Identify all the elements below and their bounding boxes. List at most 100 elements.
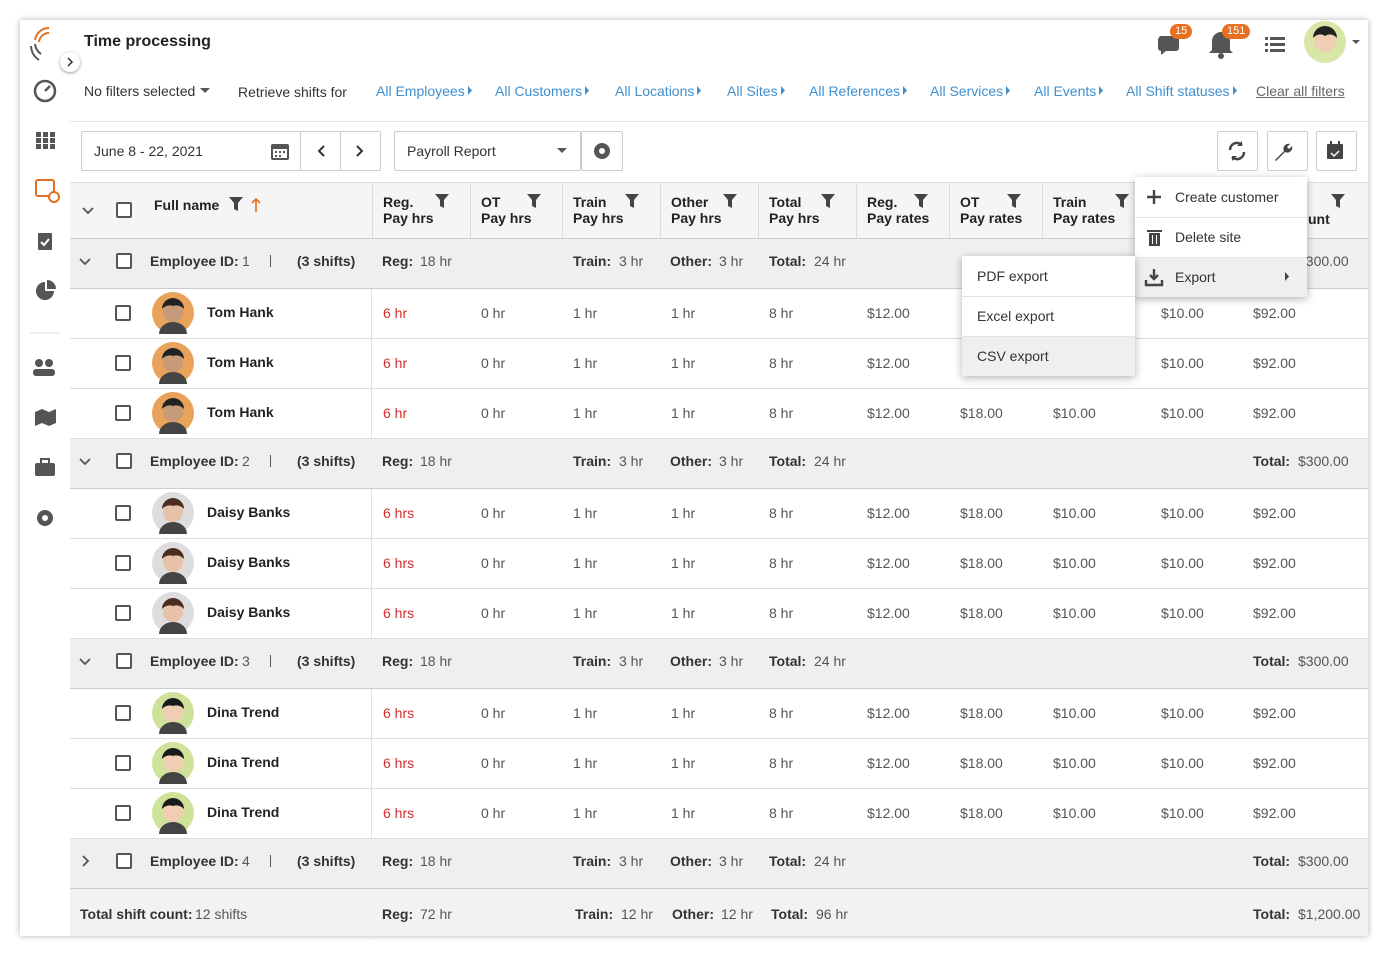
filter-link[interactable]: All Services	[930, 83, 1004, 99]
link-caret	[1006, 86, 1011, 95]
cell-value: 1 hr	[671, 505, 696, 521]
filter-link[interactable]: All Shift statuses	[1126, 83, 1230, 99]
cell-value: 8 hr	[769, 705, 794, 721]
report-select[interactable]	[394, 131, 581, 171]
column-header: Reg. Pay hrs	[383, 194, 434, 226]
checkbox[interactable]	[115, 755, 131, 771]
sidebar-toggle[interactable]	[60, 52, 80, 72]
summary-value: 72 hr	[420, 906, 452, 922]
separator	[270, 655, 271, 667]
table-footer	[70, 889, 1368, 936]
divider	[70, 121, 1368, 122]
checkbox[interactable]	[115, 305, 131, 321]
employee-name: Daisy Banks	[207, 604, 291, 620]
column-filter	[723, 194, 737, 208]
cell-value: $92.00	[1253, 555, 1296, 571]
column-filter	[914, 194, 928, 208]
submenu-item[interactable]: PDF export	[977, 268, 1048, 284]
group-id: 2	[242, 453, 250, 469]
collapse-toggle	[82, 207, 94, 215]
cell-value: 6 hrs	[383, 605, 415, 621]
filter-link[interactable]: All References	[809, 83, 901, 99]
submenu-item-hover[interactable]	[962, 337, 1135, 376]
submenu-item[interactable]: CSV export	[977, 348, 1049, 364]
total-value: $300.00	[1298, 853, 1349, 869]
cell-value: $10.00	[1161, 705, 1204, 721]
column-filter	[1007, 194, 1021, 208]
column-filter	[527, 194, 541, 208]
column-header: Other Pay hrs	[671, 194, 722, 226]
checkbox[interactable]	[115, 605, 131, 621]
cell-value: 0 hr	[481, 405, 506, 421]
submenu-item[interactable]: Excel export	[977, 308, 1055, 324]
cell-value: $12.00	[867, 755, 910, 771]
report-settings[interactable]	[581, 131, 623, 171]
cell-value: $10.00	[1161, 305, 1204, 321]
checkbox[interactable]	[116, 853, 132, 869]
cell-value: 1 hr	[671, 755, 696, 771]
summary-value: 18 hr	[420, 253, 452, 269]
filter-link[interactable]: All Events	[1034, 83, 1097, 99]
link-caret	[1232, 86, 1237, 95]
column-header: Train Pay rates	[1053, 194, 1116, 226]
avatar	[152, 392, 194, 434]
column-border	[1042, 182, 1043, 238]
filter-link[interactable]: All Employees	[376, 83, 465, 99]
checkbox[interactable]	[116, 653, 132, 669]
checkbox[interactable]	[116, 202, 132, 218]
column-filter	[1115, 194, 1129, 208]
cell-value: $10.00	[1053, 705, 1096, 721]
checkbox[interactable]	[115, 405, 131, 421]
cell-value: 6 hrs	[383, 805, 415, 821]
cell-value: 1 hr	[671, 305, 696, 321]
menu-item[interactable]: Create customer	[1175, 189, 1279, 205]
checkbox[interactable]	[115, 355, 131, 371]
filter-status[interactable]: No filters selected	[84, 83, 196, 99]
checkbox[interactable]	[115, 805, 131, 821]
summary-label: Other:	[670, 253, 712, 269]
next-button[interactable]	[340, 131, 381, 171]
date-picker[interactable]	[81, 131, 301, 171]
cell-value: 0 hr	[481, 505, 506, 521]
filter-link[interactable]: All Sites	[727, 83, 778, 99]
filter-link[interactable]: All Customers	[495, 83, 583, 99]
filter-link[interactable]: All Locations	[615, 83, 695, 99]
summary-label: Total:	[771, 906, 809, 922]
summary-label: Train:	[573, 253, 612, 269]
cell-value: $18.00	[960, 705, 1003, 721]
date-range: June 8 - 22, 2021	[94, 143, 203, 159]
row-divider	[70, 488, 1368, 489]
checkbox[interactable]	[115, 705, 131, 721]
checkbox[interactable]	[115, 505, 131, 521]
summary-label: Reg:	[382, 653, 414, 669]
clear-filters[interactable]: Clear all filters	[1256, 83, 1345, 99]
column-header: OT Pay hrs	[481, 194, 532, 226]
checkbox[interactable]	[116, 253, 132, 269]
cell-value: $12.00	[867, 405, 910, 421]
gear-icon	[594, 143, 610, 159]
cell-value: $12.00	[867, 305, 910, 321]
row-divider	[70, 388, 1368, 389]
cell-value: 6 hrs	[383, 705, 415, 721]
checkbox[interactable]	[115, 555, 131, 571]
summary-value: 96 hr	[816, 906, 848, 922]
menu-divider	[1135, 257, 1307, 258]
cell-value: $92.00	[1253, 405, 1296, 421]
menu-item[interactable]: Delete site	[1175, 229, 1242, 245]
cell-value: $12.00	[867, 805, 910, 821]
cell-value: 1 hr	[573, 755, 598, 771]
menu-item-active[interactable]	[1135, 258, 1307, 297]
cell-value: $12.00	[867, 505, 910, 521]
total-value: $300.00	[1298, 653, 1349, 669]
summary-label: Other:	[670, 853, 712, 869]
menu-item[interactable]: Export	[1175, 269, 1216, 285]
summary-label: Other:	[672, 906, 714, 922]
column-border	[856, 182, 857, 238]
refresh-button[interactable]	[1217, 131, 1258, 171]
cell-value: $18.00	[960, 405, 1003, 421]
prev-button[interactable]	[300, 131, 341, 171]
notification-badge: 151	[1222, 24, 1251, 39]
checkbox[interactable]	[116, 453, 132, 469]
cell-value: $10.00	[1053, 405, 1096, 421]
